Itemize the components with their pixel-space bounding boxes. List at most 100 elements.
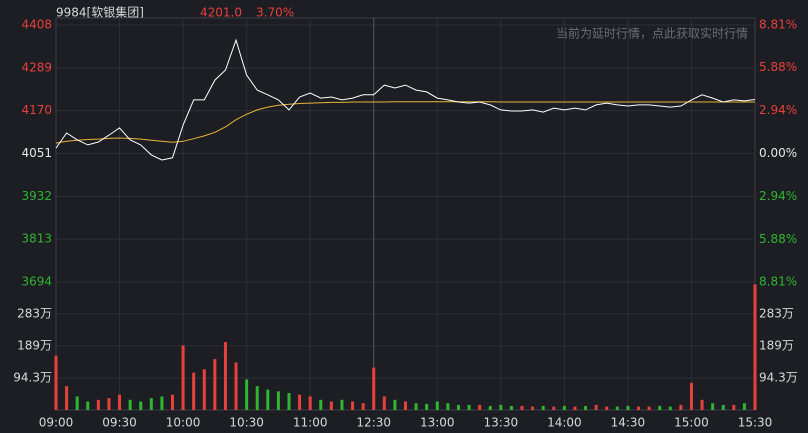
volume-tick-label-right: 189万 [759, 338, 794, 352]
volume-tick-label: 283万 [17, 306, 52, 320]
volume-bar [584, 405, 588, 410]
volume-bar [308, 396, 312, 410]
volume-bar [467, 404, 471, 410]
volume-bar [319, 399, 323, 410]
x-tick-label: 09:00 [39, 416, 74, 430]
volume-bar [626, 405, 630, 410]
x-tick-label: 12:30 [356, 416, 391, 430]
volume-bar [435, 401, 439, 410]
y2-tick-label: 2.94% [759, 189, 797, 203]
x-tick-label: 13:30 [484, 416, 519, 430]
x-tick-label: 15:00 [674, 416, 709, 430]
y-tick-label: 4408 [21, 18, 52, 32]
price-line [55, 38, 756, 161]
volume-bar [732, 404, 736, 410]
volume-bar [276, 391, 280, 410]
x-tick-label: 14:30 [611, 416, 646, 430]
volume-bar [414, 403, 418, 410]
volume-bar [520, 405, 524, 410]
volume-tick-label-right: 94.3万 [759, 370, 798, 384]
volume-bar [266, 389, 270, 410]
y2-tick-label: 8.81% [759, 18, 797, 32]
volume-bar [96, 399, 100, 410]
volume-bar [329, 401, 333, 410]
volume-bar [531, 406, 535, 410]
x-tick-label: 09:30 [102, 416, 137, 430]
volume-bar [753, 284, 757, 410]
y-tick-label: 3694 [21, 275, 52, 289]
volume-bar [340, 399, 344, 410]
y-tick-label: 4051 [21, 146, 52, 160]
volume-bar [54, 355, 58, 410]
volume-bar [139, 401, 143, 410]
volume-bar [615, 406, 619, 410]
price: 4201.0 [200, 6, 242, 20]
volume-bar [118, 394, 122, 410]
y-tick-label: 4170 [21, 103, 52, 117]
volume-tick-label-right: 283万 [759, 306, 794, 320]
volume-bar [742, 403, 746, 410]
y2-tick-label: 5.88% [759, 60, 797, 74]
volume-bar [393, 399, 397, 410]
volume-bar [647, 406, 651, 410]
change: 3.70% [256, 6, 294, 20]
volume-bar [488, 405, 492, 410]
volume-bar [245, 379, 249, 410]
volume-bar [552, 406, 556, 410]
volume-bar [605, 406, 609, 410]
volume-bar [351, 401, 355, 410]
y2-tick-label: 0.00% [759, 146, 797, 160]
y-tick-label: 4289 [21, 60, 52, 74]
volume-bar [223, 342, 227, 410]
stock-title: 9984[软银集团] [56, 5, 144, 20]
volume-bar [160, 396, 164, 410]
volume-bar [562, 405, 566, 410]
volume-bar [361, 403, 365, 410]
volume-bar [298, 394, 302, 410]
volume-bar [509, 405, 513, 410]
volume-bar [499, 404, 503, 410]
x-tick-label: 10:00 [166, 416, 201, 430]
x-tick-label: 10:30 [229, 416, 264, 430]
volume-bar [689, 382, 693, 410]
y-tick-label: 3932 [21, 189, 52, 203]
volume-bar [107, 398, 111, 410]
volume-bar [637, 406, 640, 410]
volume-bar [287, 393, 291, 410]
volume-bar [541, 405, 545, 410]
average-line [55, 101, 755, 144]
volume-bar [149, 398, 153, 410]
volume-tick-label: 189万 [17, 338, 52, 352]
volume-bar [382, 396, 386, 410]
volume-bar [446, 403, 450, 410]
volume-bar [594, 404, 598, 410]
volume-bar [234, 362, 238, 410]
volume-bar [679, 404, 683, 410]
volume-tick-label: 94.3万 [13, 370, 52, 384]
x-tick-label: 15:30 [738, 416, 773, 430]
volume-bar [711, 403, 715, 410]
volume-bar [202, 369, 206, 410]
volume-bar [658, 405, 662, 410]
volume-bar [721, 404, 725, 410]
delay-note[interactable]: 当前为延时行情，点此获取实时行情 [556, 26, 748, 41]
volume-bar [404, 401, 407, 410]
volume-bar [573, 406, 577, 410]
volume-bar [86, 401, 90, 410]
volume-bar [181, 345, 185, 410]
volume-bar [65, 386, 69, 410]
volume-bar [128, 399, 132, 410]
volume-bar [213, 359, 217, 410]
volume-bar [668, 406, 672, 410]
volume-bar [372, 367, 376, 410]
y-tick-label: 3813 [21, 232, 52, 246]
x-tick-label: 11:00 [293, 416, 328, 430]
y2-tick-label: 8.81% [759, 275, 797, 289]
volume-bar [171, 394, 174, 410]
x-tick-label: 14:00 [547, 416, 582, 430]
volume-bar [255, 386, 259, 410]
volume-bar [700, 399, 704, 410]
volume-bar [425, 403, 429, 410]
